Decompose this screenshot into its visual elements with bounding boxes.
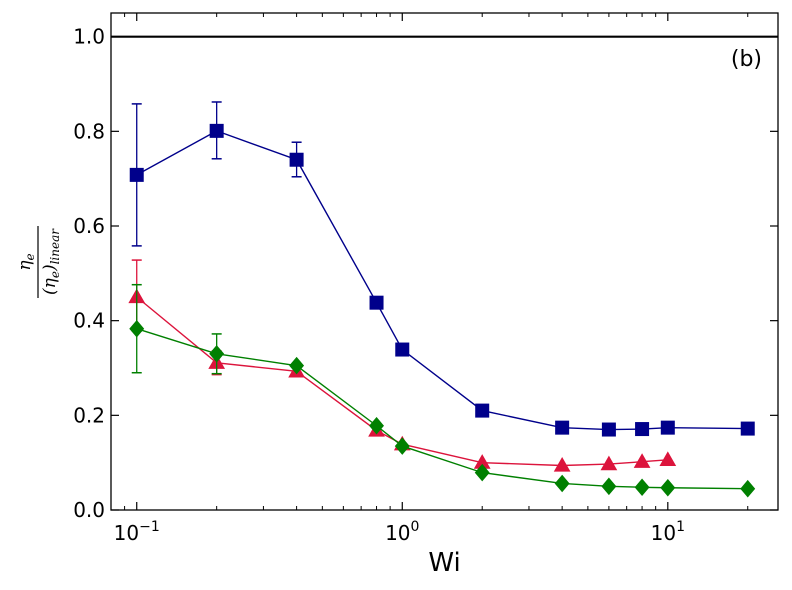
y-axis-label: ηe (ηe)linear [15,226,62,298]
plot-frame [110,12,779,511]
x-axis-label: Wi [428,548,460,578]
diamond-marker [740,479,756,498]
square-marker [209,123,224,138]
diamond-marker [554,474,570,493]
square-marker [369,295,384,310]
square-marker [740,421,755,436]
diamond-marker [634,478,650,497]
y-tick-label: 0.0 [73,498,105,522]
square-marker [129,167,144,182]
y-tick-label: 0.2 [73,403,105,427]
square-marker [475,403,490,418]
y-tick-label: 0.8 [73,119,105,143]
y-axis-label-numerator: ηe [15,253,37,270]
x-tick-label: 10−1 [114,519,160,545]
square-marker [601,422,616,437]
square-marker [395,342,410,357]
diamond-marker [289,356,305,375]
triangle-marker [633,453,651,468]
panel-label: (b) [731,47,762,72]
y-tick-label: 1.0 [73,25,105,49]
diamond-marker [394,437,410,455]
diamond-marker [660,478,676,497]
triangle-marker [659,451,677,466]
diamond-marker [129,319,145,338]
diamond-marker [209,345,225,363]
series-layer [128,101,756,498]
square-marker [289,152,304,167]
triangle-marker [553,456,571,472]
y-tick-label: 0.4 [73,309,105,333]
series-square [129,101,755,437]
tick-labels-layer: 0.0 0.2 0.4 0.6 0.8 1.0 10−1 100 101 [73,25,685,545]
triangle-marker [600,455,618,471]
x-tick-label: 100 [385,519,419,545]
y-tick-label: 0.6 [73,214,105,238]
square-marker [555,420,570,435]
series-diamond [129,283,756,498]
diamond-marker [369,416,384,435]
diamond-marker [601,477,617,496]
diamond-marker [474,463,490,482]
x-tick-label: 101 [651,519,685,545]
y-axis-label-denominator: (ηe)linear [40,228,62,295]
square-marker [660,420,675,435]
series-line [136,296,668,467]
square-marker [635,422,650,437]
